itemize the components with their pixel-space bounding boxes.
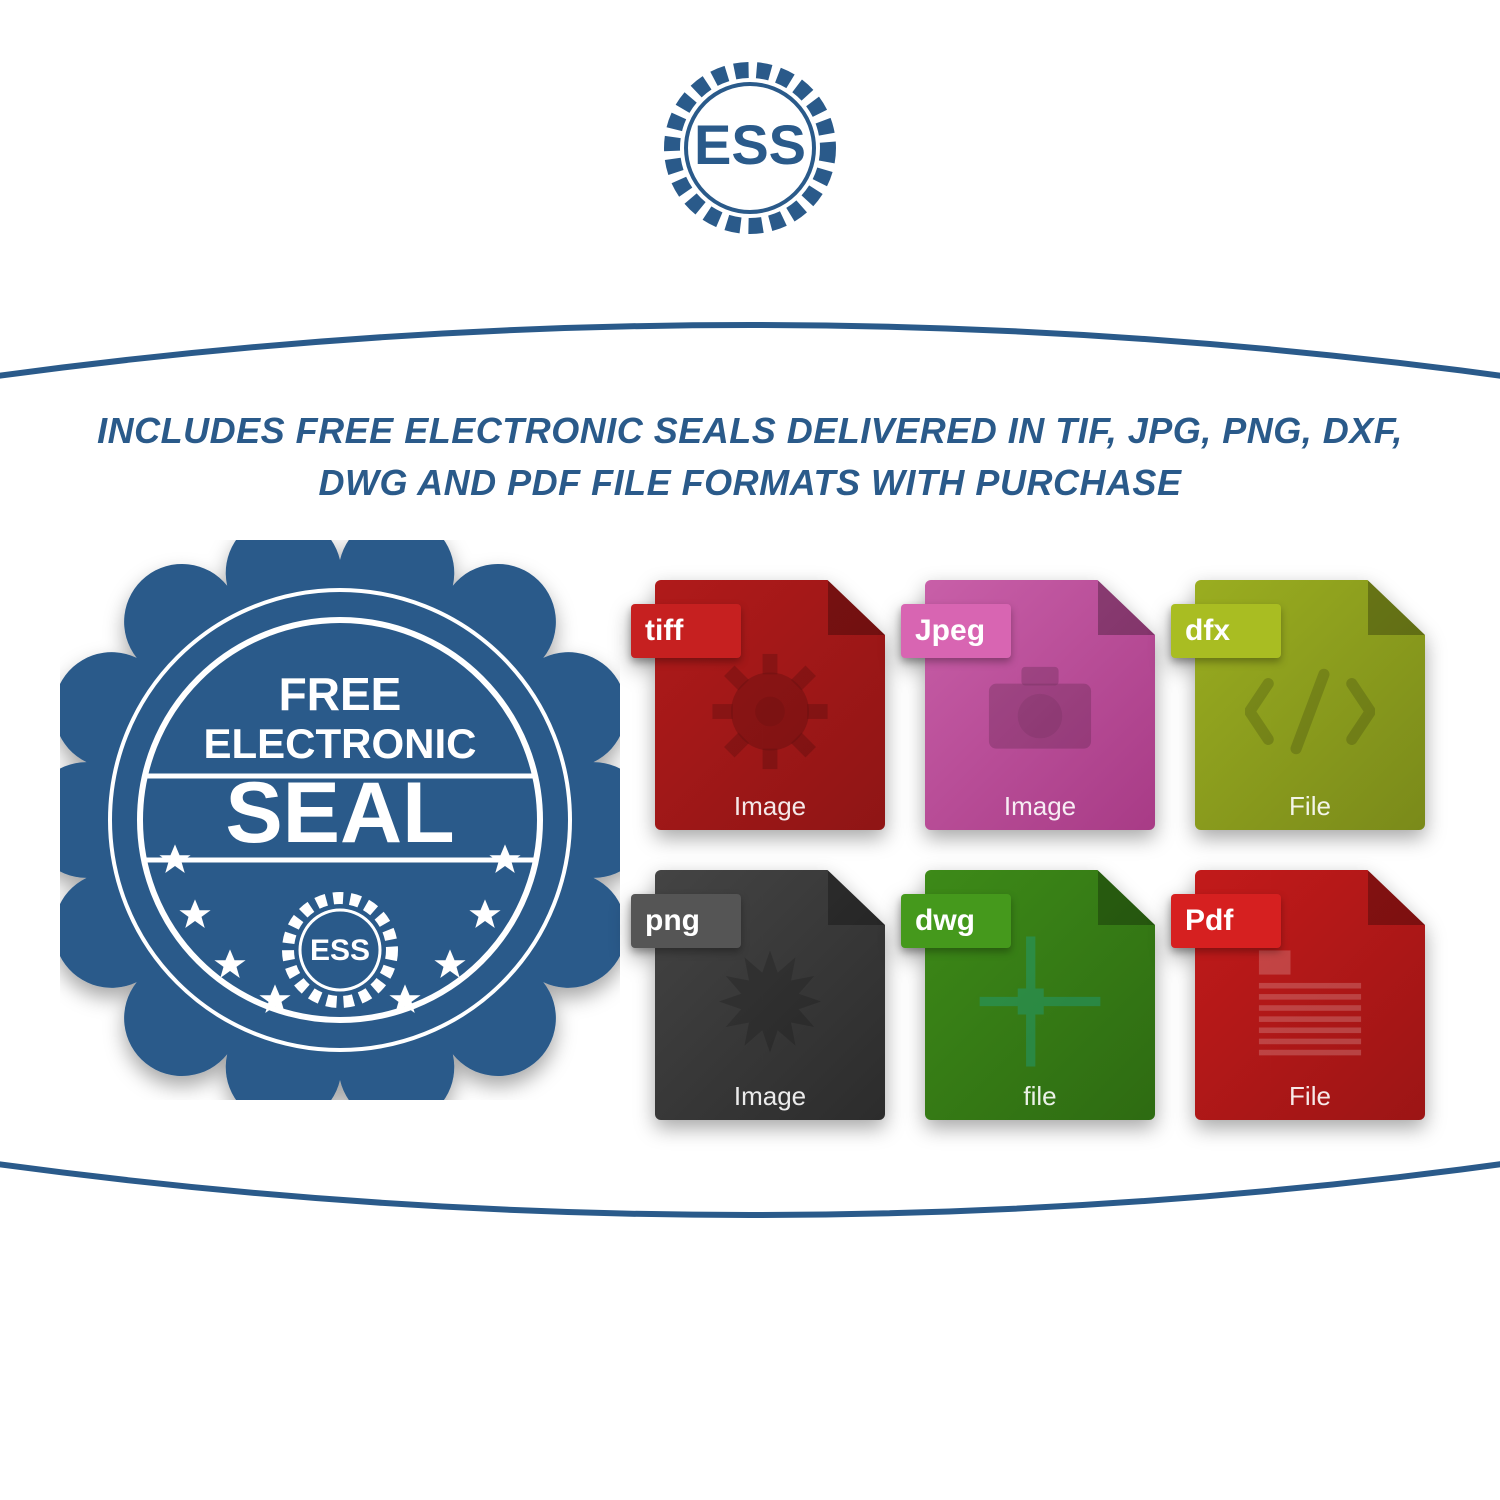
seal-line1: FREE bbox=[279, 668, 402, 720]
file-icon-dfx: dfxFile bbox=[1195, 580, 1425, 830]
file-format-label: Pdf bbox=[1171, 894, 1281, 948]
seal-line2: ELECTRONIC bbox=[204, 720, 477, 767]
file-format-label: Jpeg bbox=[901, 604, 1011, 658]
free-electronic-seal-badge: FREE ELECTRONIC SEAL ESS bbox=[60, 540, 620, 1100]
file-icon-png: pngImage bbox=[655, 870, 885, 1120]
headline-text: INCLUDES FREE ELECTRONIC SEALS DELIVERED… bbox=[0, 405, 1500, 509]
file-format-label: tiff bbox=[631, 604, 741, 658]
file-format-grid: tiffImageJpegImage dfxFilepngImage dwgfi… bbox=[655, 580, 1465, 1130]
file-type-label: File bbox=[1195, 1081, 1425, 1112]
logo-text: ESS bbox=[694, 113, 806, 176]
infographic-canvas: ESS INCLUDES FREE ELECTRONIC SEALS DELIV… bbox=[0, 0, 1500, 1500]
seal-line3: SEAL bbox=[225, 765, 454, 861]
ess-logo: ESS bbox=[620, 30, 880, 290]
file-type-label: Image bbox=[655, 1081, 885, 1112]
file-format-label: dwg bbox=[901, 894, 1011, 948]
camera-icon bbox=[975, 647, 1105, 777]
file-icon-tiff: tiffImage bbox=[655, 580, 885, 830]
file-icon-dwg: dwgfile bbox=[925, 870, 1155, 1120]
file-icon-pdf: PdfFile bbox=[1195, 870, 1425, 1120]
file-type-label: Image bbox=[655, 791, 885, 822]
seal-inner-label: ESS bbox=[310, 934, 370, 967]
code-icon bbox=[1245, 647, 1375, 777]
cross-icon bbox=[975, 937, 1105, 1067]
disclaimer-text: all files are provided as-is bbox=[1046, 1331, 1430, 1370]
file-icon-jpeg: JpegImage bbox=[925, 580, 1155, 830]
file-format-label: dfx bbox=[1171, 604, 1281, 658]
gear-icon bbox=[705, 647, 835, 777]
file-format-label: png bbox=[631, 894, 741, 948]
file-type-label: File bbox=[1195, 791, 1425, 822]
file-type-label: file bbox=[925, 1081, 1155, 1112]
file-type-label: Image bbox=[925, 791, 1155, 822]
doc-icon bbox=[1245, 937, 1375, 1067]
burst-icon bbox=[705, 937, 835, 1067]
